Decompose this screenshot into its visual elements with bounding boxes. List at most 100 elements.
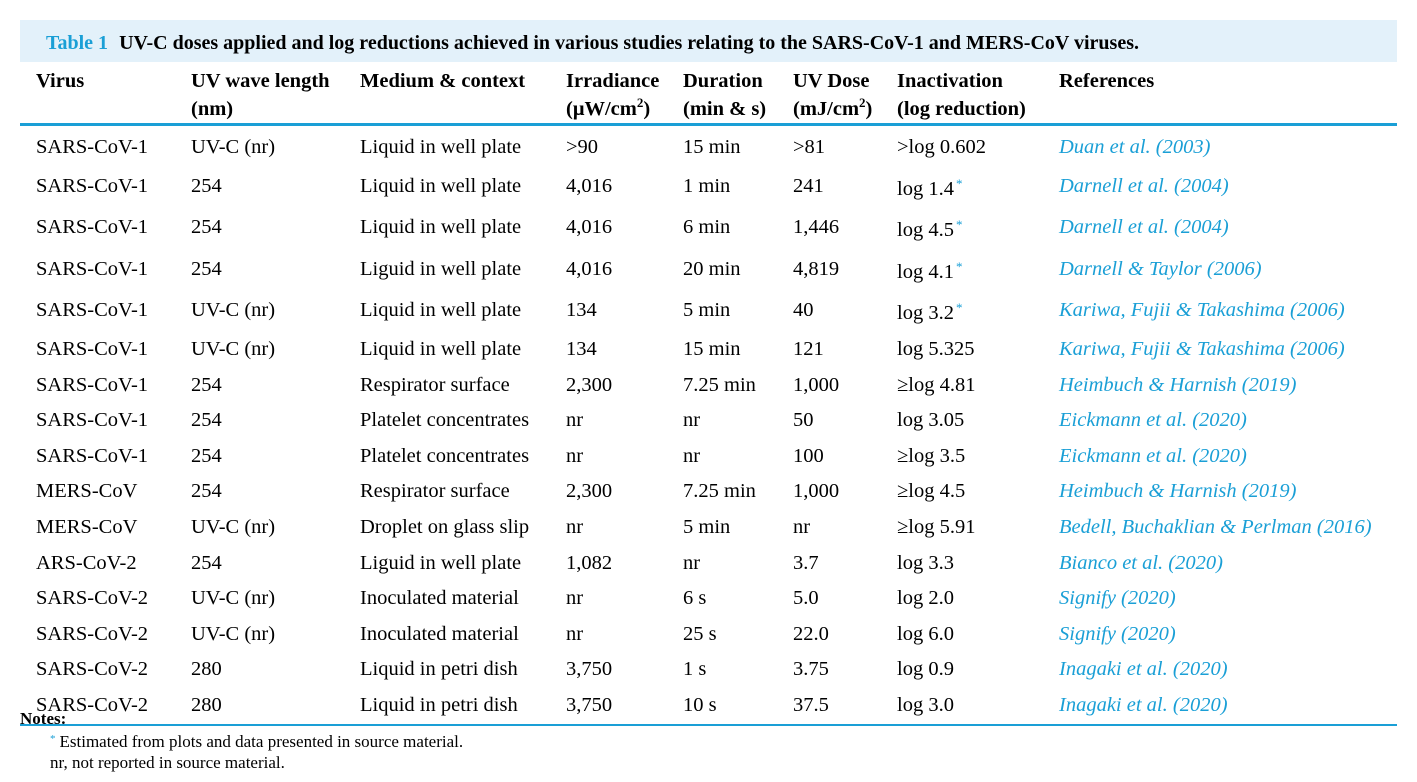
cell-dose: 22.0 (777, 617, 881, 653)
cell-wavelength: UV-C (nr) (175, 617, 344, 653)
cell-inactivation-text: log 0.9 (897, 658, 954, 681)
cell-dose: nr (777, 510, 881, 546)
cell-virus: SARS-CoV-1 (20, 439, 175, 475)
cell-virus: SARS-CoV-2 (20, 687, 175, 726)
cell-irradiance-text: 4,016 (566, 257, 613, 280)
cell-irradiance-text: 134 (566, 299, 597, 322)
cell-medium-text: Liquid in well plate (360, 216, 522, 239)
cell-dose-text: 37.5 (793, 693, 829, 716)
cell-irradiance: 2,300 (550, 368, 667, 404)
cell-inactivation: log 1.4 * (881, 166, 1043, 208)
cell-inactivation: log 3.3 (881, 546, 1043, 582)
cell-dose: 37.5 (777, 687, 881, 726)
cell-virus-text: SARS-CoV-2 (36, 658, 149, 681)
header-dose-label: UV Dose (793, 70, 870, 92)
cell-dose: 1,446 (777, 207, 881, 249)
table-row: SARS-CoV-2 280 Liquid in petri dish 3,750 10… (20, 687, 1397, 726)
cell-duration-text: 25 s (683, 622, 717, 645)
cell-wavelength-text: UV-C (nr) (191, 622, 276, 645)
cell-irradiance-text: nr (566, 515, 584, 538)
cell-duration: 6 min (667, 207, 777, 249)
header-dose-unit-exp: 2 (859, 95, 866, 111)
cell-reference[interactable]: Bedell, Buchaklian & Perlman (2016) (1043, 510, 1397, 546)
cell-inactivation-text: ≥log 3.5 (897, 444, 966, 467)
cell-wavelength-text: 254 (191, 257, 222, 280)
cell-irradiance: 134 (550, 290, 667, 332)
cell-virus: MERS-CoV (20, 510, 175, 546)
cell-irradiance: nr (550, 581, 667, 617)
cell-inactivation-text: log 3.3 (897, 551, 954, 574)
cell-inactivation: log 2.0 (881, 581, 1043, 617)
header-irradiance-unit: (μW/cm2) (566, 95, 667, 123)
cell-dose-text: 4,819 (793, 257, 840, 280)
cell-reference[interactable]: Heimbuch & Harnish (2019) (1043, 474, 1397, 510)
cell-medium-text: Platelet concentrates (360, 444, 530, 467)
header-inactivation-label: Inactivation (897, 70, 1003, 92)
header-references-label: References (1059, 70, 1155, 92)
cell-inactivation: log 6.0 (881, 617, 1043, 653)
header-virus: Virus (20, 62, 175, 126)
cell-reference-text: Eickmann et al. (2020) (1059, 444, 1247, 467)
data-table: Virus UV wave length (nm) Medium & conte… (20, 62, 1397, 726)
cell-reference[interactable]: Inagaki et al. (2020) (1043, 652, 1397, 688)
cell-duration-text: 10 s (683, 693, 717, 716)
cell-reference[interactable]: Bianco et al. (2020) (1043, 546, 1397, 582)
header-irradiance-unit-close: ) (643, 98, 651, 120)
cell-irradiance: nr (550, 617, 667, 653)
cell-wavelength: 254 (175, 403, 344, 439)
cell-reference[interactable]: Darnell et al. (2004) (1043, 207, 1397, 249)
cell-wavelength-text: 254 (191, 444, 222, 467)
cell-medium-text: Liquid in petri dish (360, 693, 518, 716)
cell-irradiance: 3,750 (550, 687, 667, 726)
cell-reference[interactable]: Inagaki et al. (2020) (1043, 687, 1397, 726)
cell-duration: 1 s (667, 652, 777, 688)
cell-irradiance-text: nr (566, 444, 584, 467)
cell-wavelength-text: UV-C (nr) (191, 587, 276, 610)
cell-inactivation-text: ≥log 4.5 (897, 480, 966, 503)
table-caption-text: UV-C doses applied and log reductions ac… (119, 32, 1139, 54)
cell-reference[interactable]: Eickmann et al. (2020) (1043, 439, 1397, 475)
cell-inactivation-text: ≥log 5.91 (897, 515, 976, 538)
cell-reference[interactable]: Darnell & Taylor (2006) (1043, 249, 1397, 291)
cell-reference[interactable]: Kariwa, Fujii & Takashima (2006) (1043, 290, 1397, 332)
cell-reference[interactable]: Signify (2020) (1043, 581, 1397, 617)
cell-virus-text: ARS-CoV-2 (36, 551, 137, 574)
cell-medium-text: Liquid in well plate (360, 337, 522, 360)
table-row: SARS-CoV-2 280 Liquid in petri dish 3,750 1 … (20, 652, 1397, 688)
table-caption-label: Table 1 (46, 32, 109, 54)
cell-reference[interactable]: Kariwa, Fujii & Takashima (2006) (1043, 332, 1397, 368)
table-row: SARS-CoV-1 254 Liquid in well plate 4,016 6 … (20, 207, 1397, 249)
cell-irradiance: 4,016 (550, 249, 667, 291)
cell-duration-text: nr (683, 409, 701, 432)
cell-reference[interactable]: Darnell et al. (2004) (1043, 166, 1397, 208)
cell-wavelength-text: 254 (191, 174, 222, 197)
cell-reference[interactable]: Heimbuch & Harnish (2019) (1043, 368, 1397, 404)
cell-reference-text: Heimbuch & Harnish (2019) (1059, 373, 1297, 396)
cell-inactivation: log 4.5 * (881, 207, 1043, 249)
cell-medium: Platelet concentrates (344, 439, 550, 475)
header-wavelength-label: UV wave length (191, 70, 330, 92)
cell-irradiance-text: >90 (566, 136, 599, 158)
cell-medium-text: Droplet on glass slip (360, 515, 530, 538)
cell-wavelength-text: 254 (191, 551, 222, 574)
cell-reference[interactable]: Duan et al. (2003) (1043, 125, 1397, 166)
cell-irradiance-text: 4,016 (566, 174, 613, 197)
cell-medium: Platelet concentrates (344, 403, 550, 439)
cell-wavelength: 254 (175, 474, 344, 510)
header-inactivation: Inactivation (log reduction) (881, 62, 1043, 126)
header-dose: UV Dose (mJ/cm2) (777, 62, 881, 126)
estimated-marker: * (955, 217, 963, 233)
cell-inactivation: ≥log 3.5 (881, 439, 1043, 475)
cell-irradiance-text: 2,300 (566, 373, 613, 396)
estimated-marker: * (955, 258, 963, 274)
cell-duration: 15 min (667, 125, 777, 166)
cell-duration: 6 s (667, 581, 777, 617)
cell-reference-text: Kariwa, Fujii & Takashima (2006) (1059, 299, 1345, 322)
cell-inactivation: log 0.9 (881, 652, 1043, 688)
cell-reference[interactable]: Signify (2020) (1043, 617, 1397, 653)
cell-inactivation: ≥log 4.5 (881, 474, 1043, 510)
cell-reference[interactable]: Eickmann et al. (2020) (1043, 403, 1397, 439)
cell-virus-text: SARS-CoV-2 (36, 693, 149, 716)
cell-duration-text: 15 min (683, 136, 741, 158)
header-wavelength-unit: (nm) (191, 98, 234, 120)
